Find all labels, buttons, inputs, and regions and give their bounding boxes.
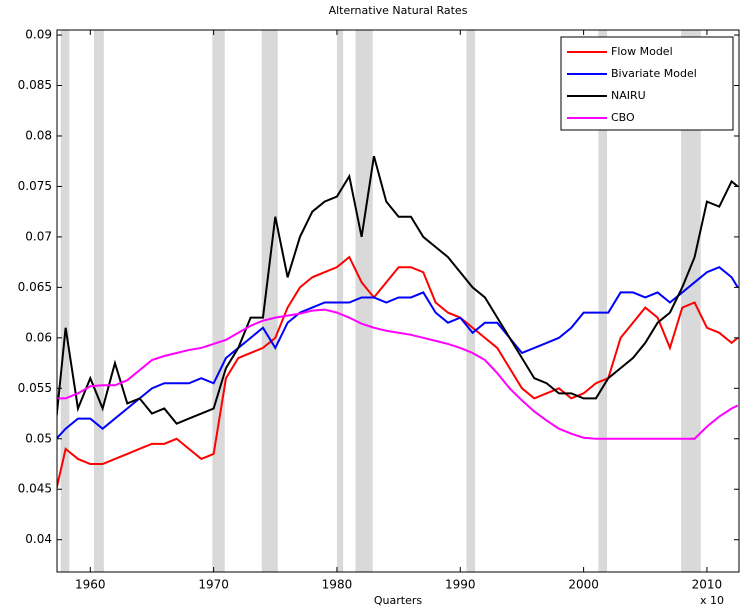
series-line — [57, 155, 739, 425]
x-tick-label: 1980 — [322, 578, 353, 592]
recession-band — [212, 30, 225, 572]
series-line — [57, 308, 739, 440]
y-tick-label: 0.085 — [18, 78, 52, 92]
legend-label: Bivariate Model — [611, 67, 697, 80]
y-tick-label: 0.065 — [18, 280, 52, 294]
legend-label: CBO — [611, 111, 635, 124]
y-tick-label: 0.08 — [25, 128, 52, 142]
x-axis-label: Quarters — [374, 594, 422, 607]
x-tick-label: 1960 — [75, 578, 106, 592]
x-tick-label: 1990 — [445, 578, 476, 592]
legend-label: NAIRU — [611, 89, 646, 102]
y-tick-label: 0.045 — [18, 482, 52, 496]
x-tick-label: 1970 — [198, 578, 229, 592]
x-tick-label: 2000 — [568, 578, 599, 592]
recession-band — [466, 30, 476, 572]
recession-band — [261, 30, 278, 572]
x-tick-label: 2010 — [692, 578, 723, 592]
recession-band — [93, 30, 104, 572]
y-tick-label: 0.06 — [25, 330, 52, 344]
x-multiplier: x 10 — [700, 594, 724, 607]
plot-frame — [56, 29, 740, 573]
y-tick-label: 0.05 — [25, 431, 52, 445]
recession-band — [336, 30, 344, 572]
recession-band — [355, 30, 373, 572]
series-line — [57, 266, 739, 440]
y-tick-label: 0.07 — [25, 229, 52, 243]
series-line — [57, 255, 739, 490]
recession-band — [60, 30, 70, 572]
legend: Flow Model Bivariate Model NAIRU CBO — [560, 36, 734, 131]
plot-area — [57, 30, 739, 572]
y-tick-label: 0.075 — [18, 179, 52, 193]
y-tick-label: 0.09 — [25, 28, 52, 42]
recession-band — [598, 30, 608, 572]
y-tick-label: 0.055 — [18, 381, 52, 395]
legend-label: Flow Model — [611, 45, 673, 58]
y-tick-label: 0.04 — [25, 532, 52, 546]
chart-title: Alternative Natural Rates — [329, 4, 468, 17]
